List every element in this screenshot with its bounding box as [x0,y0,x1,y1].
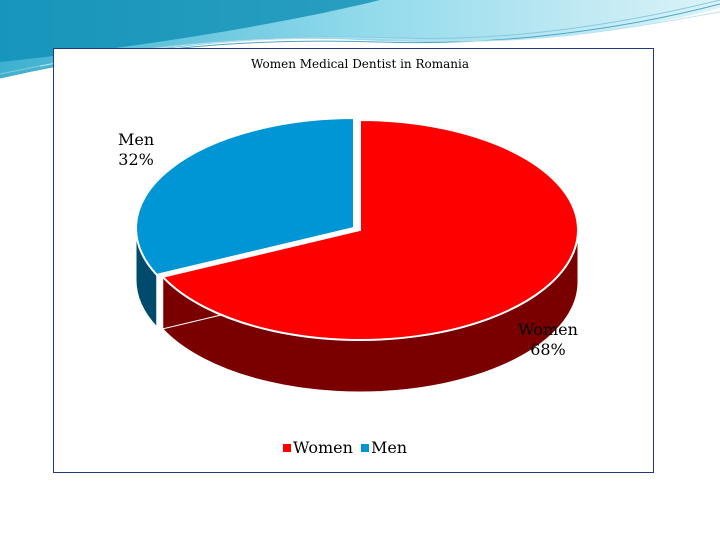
data-label-men-value: 32% [118,150,154,169]
legend-label-men: Men [370,438,408,457]
legend: Women Men [283,438,415,457]
pie-slice-women [160,118,579,341]
data-label-women-value: 68% [530,340,566,359]
legend-item-women: Women [283,438,353,457]
pie-slice-men [135,116,355,276]
data-label-men-category: Men [118,130,155,149]
chart-title: Women Medical Dentist in Romania [250,57,469,71]
slide-header-decoration [0,0,720,79]
legend-label-women: Women [293,438,353,457]
legend-swatch-men [360,443,369,452]
legend-swatch-women [283,443,291,452]
legend-item-men: Men [360,438,408,457]
data-label-women-category: Women [518,320,578,339]
data-label-women: Women 68% [518,320,578,360]
data-label-men: Men 32% [118,130,154,170]
